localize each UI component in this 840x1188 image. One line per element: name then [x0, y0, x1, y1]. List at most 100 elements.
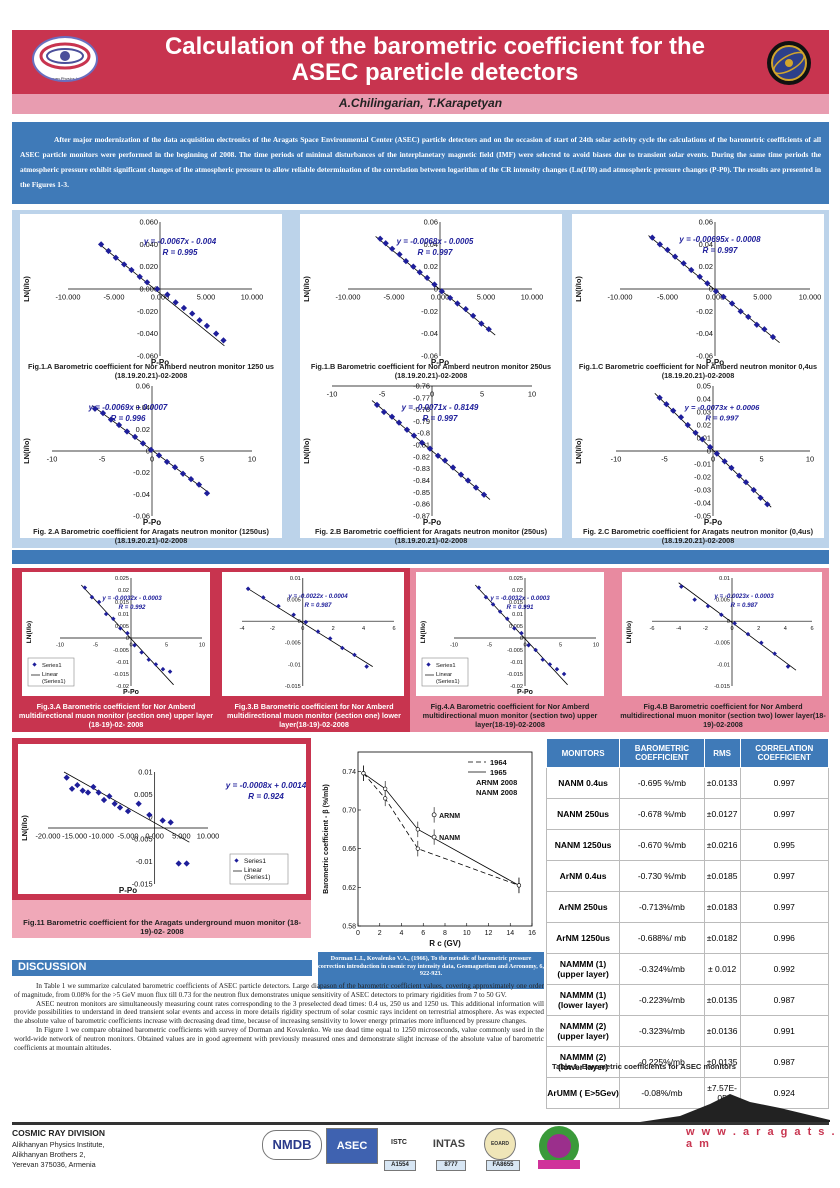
coefficient-cell: -0.225%/mb — [619, 1046, 705, 1078]
y-tick-label: 0.02 — [424, 262, 438, 271]
y-tick-label: -0.77 — [413, 393, 430, 402]
data-point — [516, 883, 522, 888]
data-point — [180, 304, 188, 312]
x-tick-label: -20.000 — [35, 831, 60, 840]
table-row: NAMMM (2) (upper layer) -0.323%/mb ±0.0136… — [545, 1015, 830, 1047]
y-tick-label: 0.01 — [118, 612, 129, 618]
legend-label: 1964 — [490, 758, 508, 767]
globe-seal-icon — [767, 41, 811, 85]
legend-label: 1965 — [490, 768, 507, 777]
x-tick-label: -15.000 — [62, 831, 87, 840]
legend-label: Series1 — [436, 663, 456, 669]
caption-fig11: Fig.11 Barometric coefficient for the Ar… — [23, 918, 301, 936]
x-tick-label: -5 — [379, 389, 386, 398]
y-tick-label: 0 — [298, 619, 301, 625]
x-tick-label: 10.000 — [197, 831, 220, 840]
y-tick-label: -0.015 — [113, 672, 129, 678]
website-link[interactable]: w w w . a r a g a t s . a m — [686, 1126, 837, 1150]
poster-title: Calculation of the barometric coefficien… — [100, 34, 770, 86]
data-point — [128, 266, 135, 274]
data-point — [540, 657, 546, 662]
correlation-cell: 0.996 — [739, 922, 830, 954]
table-row: NAMMM (1) (lower layer) -0.223%/mb ±0.0135… — [545, 984, 830, 1016]
fit-equation: y = -0.0022x - 0.0004 — [287, 593, 348, 600]
data-point — [110, 616, 116, 622]
footer-line — [12, 1122, 829, 1125]
y-tick-label: 0.66 — [342, 846, 356, 853]
fit-equation: y = -0.0073x + 0.0006 — [684, 403, 761, 412]
x-tick-label: 5 — [759, 454, 763, 463]
x-tick-label: 8 — [443, 930, 447, 937]
data-point — [692, 597, 697, 602]
address-line: Alikhanyan Brothers 2, — [12, 1150, 86, 1159]
data-point — [89, 594, 95, 600]
grant-b: 8777 — [436, 1160, 466, 1171]
y-axis-label: LN(I/Io) — [574, 438, 583, 464]
x-tick-label: -4 — [240, 626, 245, 632]
y-tick-label: -0.85 — [413, 488, 430, 497]
data-point — [757, 494, 764, 501]
seal-logo — [766, 40, 812, 86]
series-line-1965 — [363, 772, 520, 886]
fit-equation: y = -0.0068x - 0.0005 — [396, 237, 474, 246]
y-tick-label: -0.060 — [137, 351, 158, 360]
data-point — [179, 470, 187, 477]
y-tick-label: 0.04 — [136, 403, 150, 412]
correlation-label: R = 0.996 — [111, 414, 146, 423]
data-point — [415, 827, 420, 832]
rms-cell: ±0.0216 — [703, 829, 741, 861]
x-tick-label: 10 — [463, 930, 471, 937]
y-tick-label: 0.74 — [342, 769, 356, 776]
chart-fig3a: -10 -5 0 5 10 0.025 0.02 0.015 0.01 0.005 0 -0.005-… — [22, 572, 210, 696]
data-point — [554, 666, 560, 672]
data-point — [183, 860, 190, 867]
discussion-text: In Table 1 we summarize calculated barom… — [14, 982, 544, 1052]
x-tick-label: 14 — [506, 930, 514, 937]
x-tick-label: 0.000 — [431, 292, 450, 301]
y-tick-label: 0.62 — [342, 885, 356, 892]
x-tick-label: -10 — [450, 643, 458, 649]
y-tick-label: 0.04 — [424, 240, 438, 249]
data-point — [649, 234, 656, 241]
data-point — [483, 594, 489, 600]
x-axis-label: P-Po — [517, 689, 533, 696]
y-axis-label: LN(I/Io) — [302, 276, 311, 302]
figure-11-caption-band — [12, 900, 311, 938]
caption-fig3a: Fig.3.A Barometric coefficient for Nor A… — [18, 702, 214, 729]
mountain-icon — [640, 1094, 830, 1122]
data-point — [213, 330, 220, 337]
data-point — [139, 650, 144, 655]
correlation-cell: 0.987 — [739, 1046, 830, 1078]
data-point — [377, 235, 384, 242]
fit-equation: y = -0.0008x + 0.0014 — [225, 781, 306, 790]
chart-fig2b: -10-50510-0.76-0.77-0.78-0.79-0.8-0.81-0… — [300, 380, 562, 538]
monitor-cell: ArNM 0.4us — [545, 860, 621, 892]
x-axis-label: P-Po — [704, 518, 722, 527]
data-point — [90, 783, 97, 791]
y-tick-label: 0 — [146, 446, 150, 455]
y-tick-label: 0.015 — [509, 600, 523, 606]
x-tick-label: -10.000 — [335, 292, 360, 301]
y-tick-label: 0.03 — [697, 407, 711, 416]
data-point — [670, 407, 677, 414]
y-tick-label: -0.04 — [696, 329, 713, 338]
data-point — [340, 645, 345, 651]
fit-equation: y = -0.0032x - 0.0003 — [101, 595, 162, 602]
data-point — [449, 464, 457, 471]
caption-fig4b: Fig.4.B Barometric coefficient for Nor A… — [620, 702, 826, 729]
coefficient-cell: -0.08%/mb — [619, 1077, 705, 1109]
y-tick-label: 0.005 — [287, 597, 301, 603]
chart-fig3b: -4 -2 0 2 4 6 0.01 0.005 0 -0.005 -0.01 -0.015 y = -… — [222, 572, 404, 696]
data-point — [761, 326, 768, 333]
x-tick-label: 5 — [559, 643, 562, 649]
data-point — [677, 414, 685, 421]
y-axis-label: LN(I/Io) — [22, 438, 31, 464]
data-point — [146, 657, 152, 662]
x-tick-label: 10 — [248, 454, 256, 463]
fit-equation: y = -0.0023x - 0.0003 — [713, 593, 774, 600]
monitor-cell: NANM 250us — [545, 798, 621, 830]
data-point — [160, 666, 166, 672]
y-tick-label: -0.86 — [413, 500, 430, 509]
y-tick-label: 0.01 — [290, 576, 301, 582]
x-tick-label: 10.000 — [521, 292, 544, 301]
